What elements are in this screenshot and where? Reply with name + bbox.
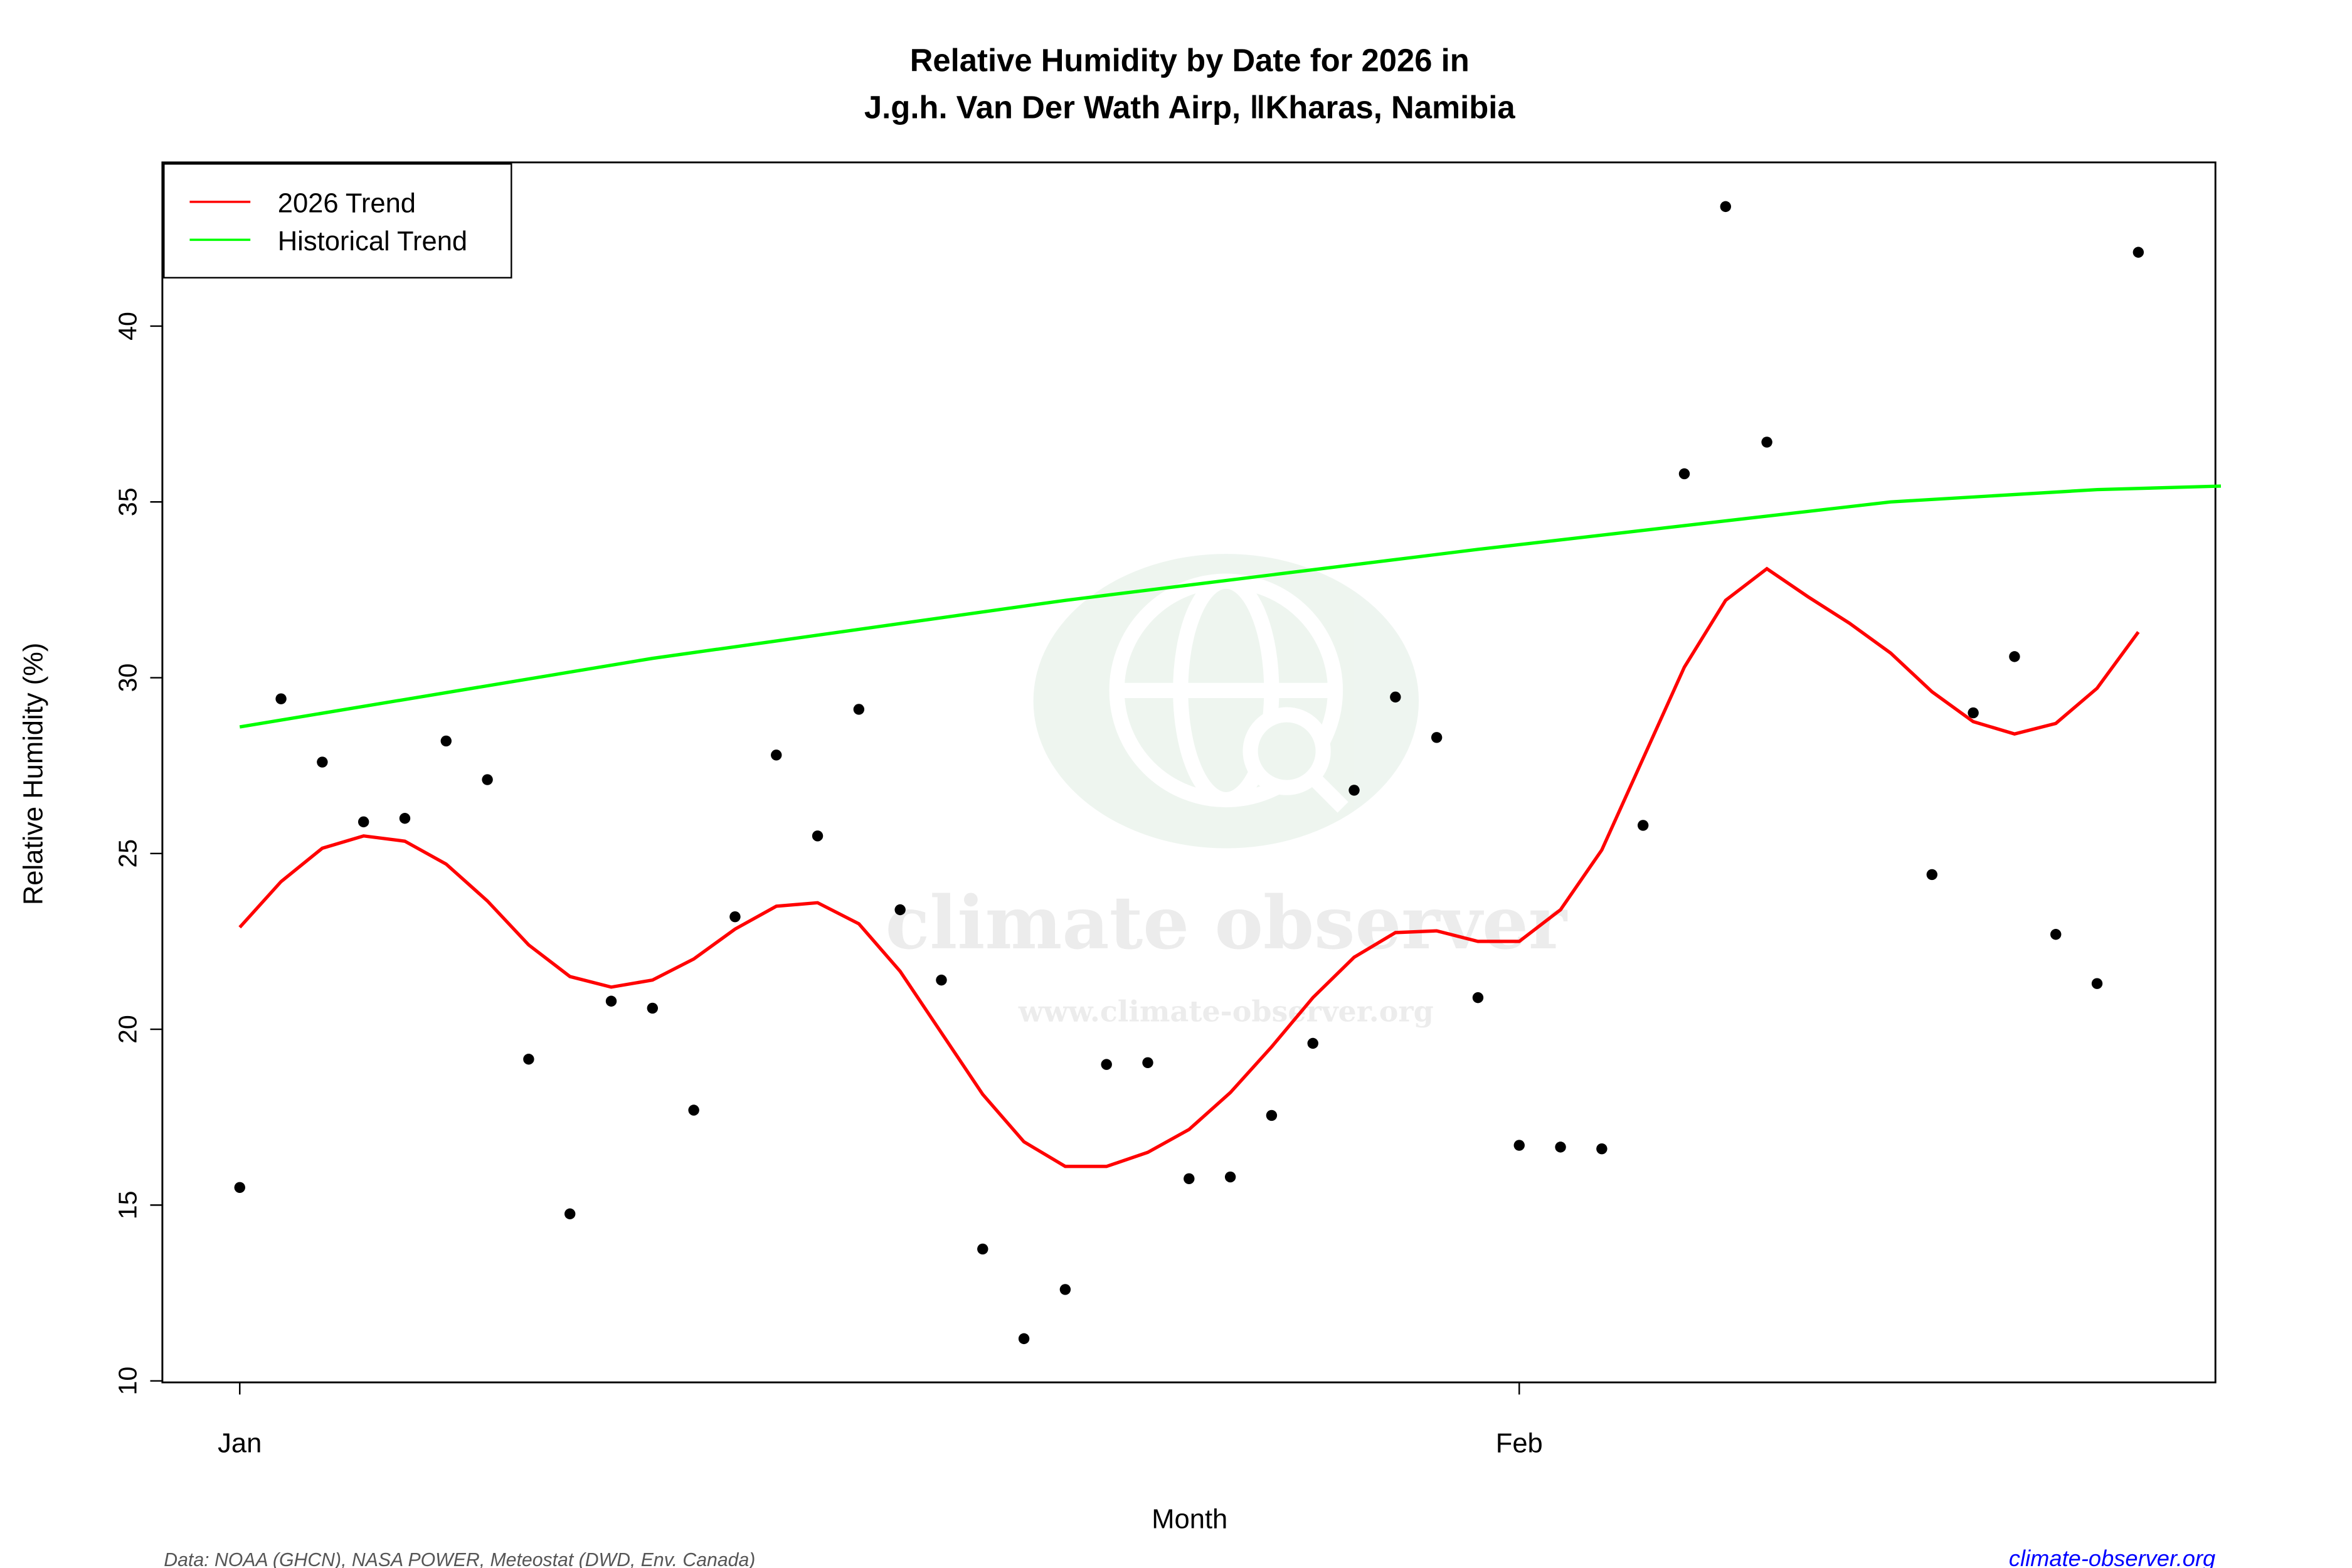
data-point [1720, 201, 1731, 213]
data-point [1059, 1284, 1071, 1295]
trend-2026-line [238, 566, 2140, 1168]
y-tick-label: 10 [114, 1367, 142, 1396]
x-axis-label: Month [1152, 1504, 1227, 1534]
y-tick-label: 25 [114, 839, 142, 868]
data-point [275, 693, 287, 704]
historical-trend-line [239, 484, 2222, 729]
data-point [358, 816, 369, 828]
legend-box [163, 163, 512, 278]
data-point [1513, 1140, 1525, 1151]
footer-source: Data: NOAA (GHCN), NASA POWER, Meteostat… [164, 1550, 755, 1568]
data-point [234, 1182, 245, 1194]
data-point [523, 1054, 534, 1065]
y-tick-label: 15 [114, 1191, 142, 1220]
data-point [1184, 1173, 1195, 1185]
data-point [2091, 978, 2103, 989]
watermark-name: climate observer [886, 881, 1568, 966]
data-point [317, 756, 328, 768]
data-point [977, 1243, 988, 1255]
watermark-url: www.climate-observer.org [1018, 994, 1434, 1028]
data-point [647, 1002, 659, 1014]
y-tick-label: 35 [114, 487, 142, 516]
x-tick-label: Jan [218, 1428, 262, 1458]
data-point [1307, 1037, 1318, 1049]
legend-label-2026: 2026 Trend [278, 189, 416, 219]
data-point [1678, 468, 1690, 480]
data-point [1926, 869, 1938, 881]
data-point [1761, 437, 1772, 448]
y-tick-label: 40 [114, 312, 142, 341]
x-tick-label: Feb [1496, 1428, 1543, 1458]
data-point [1390, 691, 1401, 703]
data-point [1968, 707, 1979, 719]
data-point [729, 911, 741, 923]
data-point [771, 750, 782, 761]
chart-subtitle: J.g.h. Van Der Wath Airp, ǁKharas, Namib… [864, 90, 1515, 125]
data-point [1431, 732, 1443, 743]
points-layer [234, 201, 2144, 1345]
data-point [812, 830, 824, 842]
data-point [564, 1208, 576, 1220]
data-point [1266, 1110, 1278, 1121]
data-point [688, 1104, 699, 1116]
data-point [853, 704, 865, 715]
data-point [2132, 246, 2144, 258]
data-point [1018, 1333, 1030, 1345]
data-point [605, 995, 617, 1007]
y-tick-label: 30 [114, 664, 142, 692]
data-point [936, 974, 947, 986]
data-point [2009, 651, 2020, 662]
x-axis: Jan Feb [218, 1381, 1543, 1458]
data-point [1472, 992, 1484, 1004]
y-axis-label: Relative Humidity (%) [19, 643, 49, 905]
chart-title: Relative Humidity by Date for 2026 in [910, 43, 1470, 78]
data-point [1142, 1057, 1153, 1069]
data-point [1637, 820, 1649, 831]
data-point [1224, 1171, 1236, 1183]
legend: 2026 Trend Historical Trend [163, 163, 512, 278]
data-point [1596, 1143, 1608, 1155]
data-point [440, 735, 452, 747]
y-axis: 10 15 20 25 30 35 40 [114, 312, 164, 1396]
data-point [1555, 1142, 1566, 1153]
data-point [1101, 1059, 1112, 1070]
legend-label-historical: Historical Trend [278, 226, 467, 257]
data-point [2050, 929, 2062, 940]
y-tick-label: 20 [114, 1015, 142, 1044]
data-point [482, 774, 493, 785]
footer-site-link[interactable]: climate-observer.org [2009, 1545, 2215, 1568]
data-point [1348, 785, 1360, 796]
series-layer [238, 484, 2222, 1168]
data-point [399, 813, 411, 824]
watermark: climate observer www.climate-observer.or… [886, 554, 1568, 1028]
data-point [894, 904, 906, 916]
